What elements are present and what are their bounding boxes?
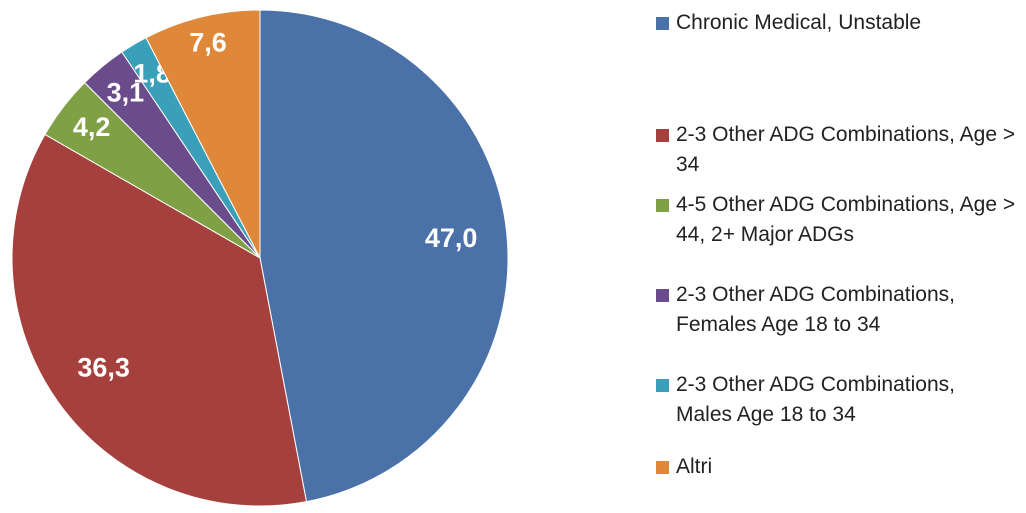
legend-item: 2-3 Other ADG Combinations, Age > 34 [652, 120, 1016, 180]
legend-item: Chronic Medical, Unstable [652, 8, 1016, 38]
data-label: 7,6 [189, 27, 227, 57]
legend-label: 4-5 Other ADG Combinations, Age > 44, 2+… [676, 193, 1016, 246]
data-label: 36,3 [77, 353, 130, 383]
data-label: 47,0 [425, 223, 478, 253]
legend-swatch [656, 17, 669, 30]
legend-swatch [656, 289, 669, 302]
legend-swatch [656, 129, 669, 142]
legend-label: 2-3 Other ADG Combinations, Males Age 18… [676, 373, 955, 426]
pie-slice [259, 9, 509, 503]
legend-item: 4-5 Other ADG Combinations, Age > 44, 2+… [652, 190, 1016, 250]
legend-label: 2-3 Other ADG Combinations, Females Age … [676, 283, 955, 336]
legend-item: Altri [652, 452, 1016, 482]
legend-swatch [656, 461, 669, 474]
legend-item: 2-3 Other ADG Combinations, Males Age 18… [652, 370, 1016, 430]
pie: 47,036,34,23,11,87,6 [11, 9, 509, 507]
legend-label: Altri [676, 455, 713, 478]
pie-slice [145, 9, 261, 259]
legend-swatch [656, 379, 669, 392]
legend-label: Chronic Medical, Unstable [676, 11, 922, 34]
data-label: 4,2 [73, 112, 111, 142]
data-label: 3,1 [107, 77, 145, 107]
pie-slice [11, 133, 308, 507]
legend-swatch [656, 199, 669, 212]
legend-item: 2-3 Other ADG Combinations, Females Age … [652, 280, 1016, 340]
legend-label: 2-3 Other ADG Combinations, Age > 34 [676, 123, 1016, 176]
